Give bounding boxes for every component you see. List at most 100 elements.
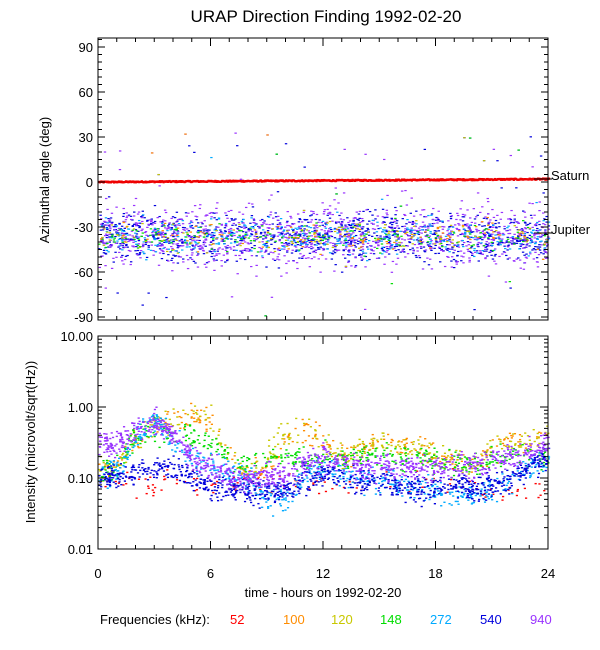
azimuth-point-540 (340, 225, 344, 227)
azimuth-point-940 (224, 212, 227, 214)
azimuth-point-940 (363, 240, 367, 242)
azimuth-point-940 (210, 211, 213, 214)
azimuth-point-540 (167, 240, 170, 243)
azimuth-point-120 (398, 241, 402, 244)
azimuth-point-940 (230, 296, 234, 298)
azimuth-point-540 (125, 244, 128, 247)
azimuth-point-540 (467, 227, 470, 229)
azimuth-point-940 (252, 218, 256, 220)
azimuth-point-148 (483, 229, 486, 231)
azimuth-point-540 (122, 243, 125, 245)
azimuth-point-940 (320, 221, 324, 224)
azimuth-point-940 (137, 211, 141, 213)
intensity-point-100 (236, 467, 239, 470)
azimuth-point-540 (510, 242, 514, 244)
azimuth-point-540 (398, 244, 402, 246)
azimuth-point-940 (319, 271, 322, 273)
azimuth-point-272 (147, 248, 150, 250)
azimuth-point-272 (155, 231, 159, 233)
azimuth-point-540 (452, 258, 456, 261)
azimuth-point-540 (250, 233, 253, 235)
azimuth-point-940 (206, 231, 210, 233)
intensity-point-148 (400, 458, 403, 460)
intensity-point-120 (448, 449, 451, 452)
azimuth-point-940 (439, 240, 442, 242)
intensity-point-52 (183, 480, 187, 483)
azimuth-point-120 (138, 246, 142, 248)
azimuth-point-940 (412, 215, 416, 217)
azimuth-point-940 (102, 225, 105, 227)
azimuth-point-148 (185, 236, 188, 238)
intensity-point-120 (121, 452, 125, 455)
azimuth-point-540 (135, 253, 139, 255)
azimuth-point-940 (108, 244, 112, 247)
azimuth-point-148 (530, 236, 534, 238)
azimuth-point-940 (102, 242, 106, 245)
azimuth-point-540 (109, 236, 112, 238)
azimuth-point-940 (479, 250, 482, 252)
azimuth-point-120 (171, 223, 175, 225)
azimuth-point-272 (384, 237, 387, 239)
intensity-point-148 (132, 444, 135, 446)
intensity-point-148 (280, 456, 283, 458)
intensity-point-120 (520, 435, 524, 437)
azimuth-point-272 (165, 241, 168, 244)
intensity-point-148 (422, 464, 425, 466)
azimuth-point-540 (113, 225, 117, 227)
intensity-point-120 (248, 470, 252, 472)
azimuth-point-940 (168, 222, 171, 224)
azimuth-point-540 (415, 256, 418, 258)
intensity-point-120 (315, 437, 318, 440)
azimuth-point-540 (435, 240, 438, 242)
intensity-point-148 (448, 448, 451, 451)
azimuth-point-940 (489, 251, 492, 253)
intensity-point-120 (281, 438, 284, 440)
azimuth-point-940 (150, 220, 153, 222)
azimuth-point-940 (200, 246, 204, 248)
azimuth-point-940 (176, 219, 180, 221)
azimuth-point-120 (101, 236, 104, 239)
intensity-point-148 (394, 448, 397, 450)
azimuth-point-540 (189, 257, 192, 259)
azimuth-point-940 (291, 223, 294, 226)
azimuth-point-540 (190, 236, 193, 238)
azimuth-point-540 (129, 261, 133, 263)
azimuth-point-148 (205, 232, 209, 234)
azimuth-point-100 (469, 238, 472, 241)
azimuth-point-540 (393, 227, 396, 229)
azimuth-point-940 (417, 243, 421, 245)
intensity-point-148 (391, 455, 394, 457)
intensity-point-148 (108, 475, 112, 477)
azimuth-point-540 (356, 218, 359, 221)
azimuth-point-940 (163, 246, 166, 249)
azimuth-point-540 (173, 224, 177, 226)
intensity-point-148 (240, 457, 243, 459)
azimuth-point-100 (266, 231, 269, 233)
azimuth-point-940 (521, 229, 525, 231)
azimuth-point-540 (366, 223, 369, 225)
intensity-point-120 (287, 436, 290, 439)
azimuth-point-272 (337, 240, 340, 242)
azimuth-point-540 (491, 258, 495, 260)
intensity-point-100 (486, 449, 489, 451)
intensity-point-148 (275, 456, 278, 458)
azimuth-point-940 (507, 232, 510, 235)
azimuth-point-940 (239, 258, 242, 260)
intensity-point-148 (401, 463, 404, 465)
intensity-point-148 (419, 457, 422, 459)
intensity-point-120 (196, 419, 199, 421)
azimuth-point-540 (207, 233, 211, 236)
azimuth-point-540 (215, 219, 219, 221)
azimuth-point-940 (531, 166, 534, 168)
intensity-point-148 (406, 448, 410, 450)
intensity-point-120 (397, 453, 400, 455)
azimuth-point-540 (487, 223, 490, 225)
intensity-point-120 (203, 410, 206, 412)
azimuth-point-940 (436, 222, 439, 224)
azimuth-point-540 (340, 236, 344, 238)
azimuth-point-540 (164, 236, 167, 238)
azimuth-point-272 (280, 248, 284, 250)
azimuth-point-120 (267, 246, 271, 249)
intensity-point-148 (527, 450, 530, 452)
intensity-point-120 (532, 428, 535, 431)
